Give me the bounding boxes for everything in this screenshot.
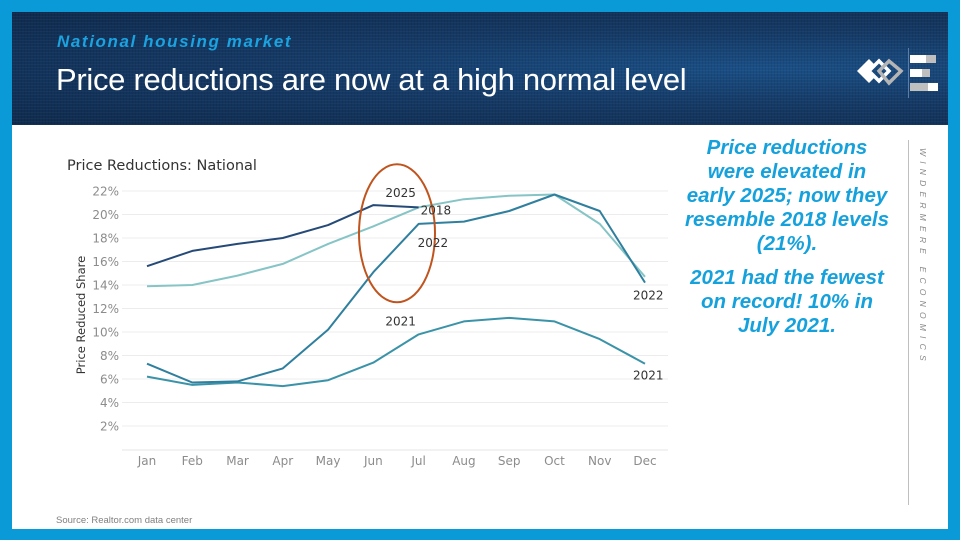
y-tick-label: 16%: [92, 255, 119, 269]
y-tick-label: 8%: [100, 349, 119, 363]
x-tick-label: Mar: [226, 454, 249, 468]
callout-paragraph-2: 2021 had the fewest on record! 10% in Ju…: [690, 266, 884, 337]
series-line-2022: [146, 193, 646, 384]
y-tick-label: 12%: [92, 302, 119, 316]
y-axis-label: Price Reduced Share: [74, 256, 88, 374]
logo-divider: [908, 48, 909, 98]
line-label-2022-mid: 2022: [418, 236, 449, 250]
y-tick-label: 2%: [100, 420, 119, 434]
line-label-2021-mid: 2021: [385, 314, 416, 328]
chart-title: Price Reductions: National: [67, 158, 257, 174]
series-line-2021: [146, 316, 646, 388]
series-line-2025: [146, 204, 419, 268]
x-tick-label: Jul: [410, 454, 425, 468]
line-label-2022-end: 2022: [633, 289, 664, 303]
windermere-economics-e-icon: [910, 55, 938, 91]
y-tick-label: 10%: [92, 326, 119, 340]
source-note: Source: Realtor.com data center: [56, 515, 193, 526]
highlight-ellipse: [358, 163, 436, 304]
y-tick-label: 22%: [92, 185, 119, 199]
line-label-2025: 2025: [385, 186, 416, 200]
y-tick-label: 20%: [92, 208, 119, 222]
x-tick-label: Oct: [544, 454, 565, 468]
header-banner: [12, 12, 948, 125]
y-tick-label: 4%: [100, 396, 119, 410]
x-tick-label: Sep: [498, 454, 521, 468]
x-tick-label: Feb: [182, 454, 203, 468]
x-tick-label: May: [316, 454, 341, 468]
line-label-2018: 2018: [421, 203, 452, 217]
x-tick-label: Jun: [363, 454, 383, 468]
x-tick-label: Apr: [272, 454, 293, 468]
x-tick-label: Aug: [452, 454, 475, 468]
y-tick-label: 18%: [92, 232, 119, 246]
series-line-2018: [146, 193, 646, 288]
callout-text: Price reductions were elevated in early …: [683, 136, 891, 348]
x-tick-label: Jan: [137, 454, 157, 468]
kicker-text: National housing market: [57, 32, 293, 51]
x-tick-label: Dec: [633, 454, 656, 468]
callout-paragraph-1: Price reductions were elevated in early …: [684, 136, 890, 255]
side-divider: [908, 140, 909, 505]
y-tick-label: 14%: [92, 279, 119, 293]
y-tick-label: 6%: [100, 373, 119, 387]
page-title: Price reductions are now at a high norma…: [56, 62, 687, 97]
windermere-logo-icon: [857, 58, 904, 86]
side-brand-text: WINDERMERE ECONOMICS: [918, 148, 928, 366]
line-label-2021-end: 2021: [633, 369, 664, 383]
x-tick-label: Nov: [588, 454, 611, 468]
